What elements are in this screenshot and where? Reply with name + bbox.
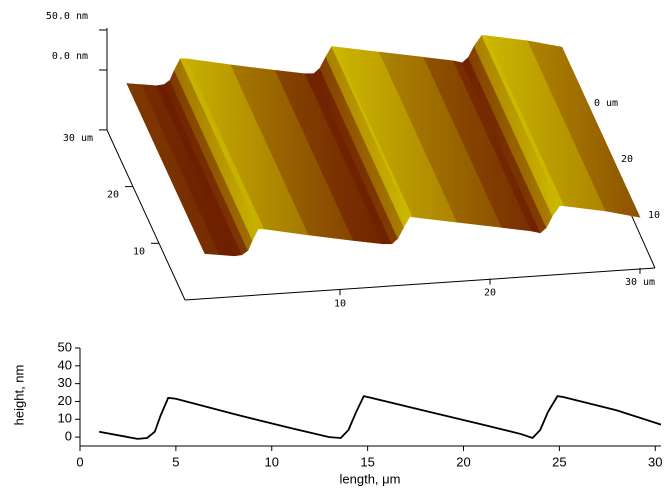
z-tick-label: 0.0 nm [52, 51, 88, 62]
right-tick-label: 20 [621, 154, 633, 165]
x-tick-label: 20 [456, 454, 470, 469]
y-tick-label: 50 [58, 339, 72, 354]
surface-strip [527, 40, 641, 218]
x-tick-label: 15 [360, 454, 374, 469]
y-tick-label: 10 [58, 411, 72, 426]
y-tick-label: 30 [58, 375, 72, 390]
right-tick-label: 0 um [594, 98, 618, 109]
depth-tick-label: 30 um [63, 133, 93, 144]
y-tick-label: 20 [58, 393, 72, 408]
length-tick-label: 10 [334, 298, 346, 309]
depth-tick-label: 10 [133, 246, 145, 257]
length-tick-label: 20 [484, 288, 496, 299]
x-tick-label: 5 [172, 454, 179, 469]
profile-line [99, 395, 662, 440]
y-tick-label: 0 [65, 429, 72, 444]
length-tick-label: 30 um [625, 277, 655, 288]
length-axis [184, 267, 656, 301]
x-tick-label: 0 [76, 454, 83, 469]
profile-plot: 0 10 20 30 40 50 0 5 10 15 20 25 30 length, μm height,… [11, 339, 662, 486]
x-tick-label: 25 [552, 454, 566, 469]
x-axis-label: length, μm [340, 471, 401, 486]
x-tick-label: 10 [265, 454, 279, 469]
x-tick-label: 30 [648, 454, 662, 469]
depth-tick-label: 20 [107, 190, 119, 201]
z-tick-label: 50.0 nm [46, 11, 88, 22]
right-tick-label: 10 [648, 210, 660, 221]
depth-axis [106, 129, 186, 301]
surface-plot: 50.0 nm 0.0 nm 30 um 20 10 10 20 30 um 0 um 20 10 [46, 11, 660, 309]
y-tick-label: 40 [58, 357, 72, 372]
y-axis-label: height, nm [11, 365, 26, 426]
